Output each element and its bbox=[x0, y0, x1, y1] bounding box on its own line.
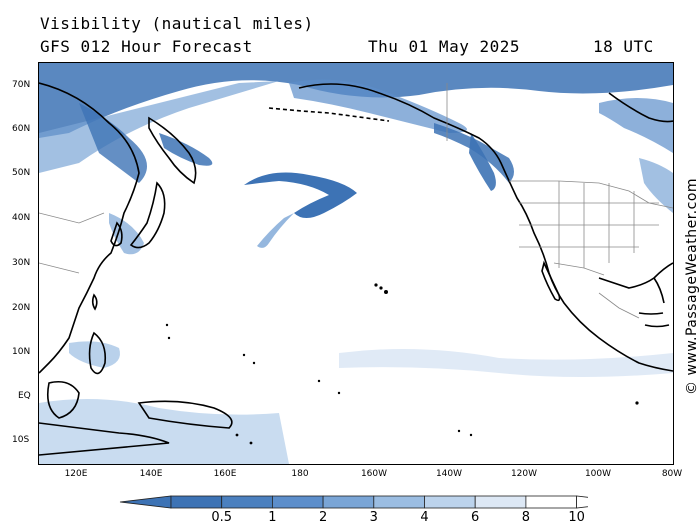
islands bbox=[165, 283, 639, 445]
lat-label: 10S bbox=[12, 435, 30, 445]
coastline-baja bbox=[541, 260, 561, 302]
coastline-hudson bbox=[608, 92, 673, 123]
legend-label: 1 bbox=[268, 510, 277, 525]
lat-label: 70N bbox=[12, 80, 31, 90]
coastline-asia bbox=[39, 82, 140, 374]
coastline-korea bbox=[110, 221, 123, 247]
lon-label: 140E bbox=[139, 469, 163, 479]
island-marshall bbox=[242, 353, 246, 357]
legend-arrow-high bbox=[576, 495, 588, 509]
lon-label: 160W bbox=[360, 469, 388, 479]
coastline-indonesia bbox=[39, 422, 170, 456]
forecast-time: 18 UTC bbox=[593, 37, 654, 56]
island-hawaii bbox=[384, 290, 388, 294]
visibility-area-great-lakes bbox=[639, 158, 673, 213]
island-hawaii bbox=[379, 286, 383, 290]
visibility-area-arctic bbox=[39, 63, 673, 138]
border-us-canada bbox=[509, 180, 673, 209]
legend-label: 6 bbox=[471, 510, 480, 525]
legend-color-cell bbox=[373, 495, 425, 509]
border-us-mexico bbox=[553, 262, 605, 276]
coastline-kamchatka bbox=[148, 116, 197, 185]
island-marshall bbox=[252, 361, 256, 365]
visibility-area-itcz bbox=[339, 349, 673, 377]
island-hawaii bbox=[374, 283, 378, 287]
border-china bbox=[39, 212, 105, 274]
legend-color-cell bbox=[221, 495, 273, 509]
visibility-area-storm-tail bbox=[257, 213, 294, 248]
coastline-caribbean bbox=[638, 312, 670, 328]
lon-label: 140W bbox=[435, 469, 463, 479]
visibility-area-east-canada bbox=[599, 98, 673, 153]
lon-label: 100W bbox=[584, 469, 612, 479]
legend-label: 4 bbox=[420, 510, 429, 525]
legend-color-cell bbox=[271, 495, 324, 509]
legend-color-cell bbox=[474, 495, 527, 509]
coastlines bbox=[39, 82, 673, 456]
political-borders bbox=[39, 83, 673, 319]
visibility-area-okhotsk bbox=[79, 103, 147, 183]
lon-label: 120W bbox=[510, 469, 538, 479]
lon-label: 160E bbox=[213, 469, 237, 479]
lat-label: 20N bbox=[12, 303, 31, 313]
coastline-alaska bbox=[298, 83, 673, 372]
island-marianas bbox=[165, 323, 169, 327]
lat-label: 40N bbox=[12, 213, 31, 223]
legend-color-cell bbox=[424, 495, 476, 509]
low-visibility-areas bbox=[39, 63, 673, 464]
island-solomon bbox=[235, 433, 239, 437]
visibility-area-bc-coast bbox=[469, 133, 496, 191]
border-mexico-states bbox=[598, 292, 640, 319]
island-kiribati bbox=[337, 391, 341, 395]
lat-label: EQ bbox=[18, 391, 31, 401]
lon-label: 120E bbox=[64, 469, 88, 479]
forecast-date: Thu 01 May 2025 bbox=[368, 37, 520, 56]
visibility-area-alaska-coast bbox=[434, 123, 514, 183]
visibility-area-arctic-fringe bbox=[39, 81, 279, 173]
lon-label: 80W bbox=[661, 469, 683, 479]
lat-label: 30N bbox=[12, 258, 31, 268]
coastline-japan bbox=[129, 181, 166, 249]
coastline-philippines bbox=[88, 331, 107, 375]
legend-label: 10 bbox=[568, 510, 585, 525]
forecast-label: GFS 012 Hour Forecast bbox=[40, 37, 253, 56]
map-title: Visibility (nautical miles) bbox=[40, 14, 314, 33]
coastline-gulf-mexico bbox=[598, 262, 673, 289]
legend-color-cell bbox=[525, 495, 577, 509]
visibility-area-bering bbox=[289, 79, 467, 133]
lat-label: 10N bbox=[12, 347, 31, 357]
coastline-borneo bbox=[46, 380, 80, 419]
coastline-taiwan bbox=[91, 293, 98, 311]
legend-label: 3 bbox=[369, 510, 378, 525]
map-area bbox=[38, 62, 674, 465]
lat-label: 60N bbox=[12, 124, 31, 134]
lon-label: 180 bbox=[291, 469, 309, 479]
visibility-area-philippines bbox=[69, 341, 120, 368]
island-polynesia bbox=[469, 433, 473, 437]
legend-label: 0.5 bbox=[211, 510, 233, 525]
legend-color-cell bbox=[170, 495, 223, 509]
visibility-map bbox=[39, 63, 673, 464]
border-us-states bbox=[519, 181, 659, 268]
credit-text: © www.PassageWeather.com bbox=[684, 177, 700, 395]
legend-color-cell bbox=[322, 495, 375, 509]
island-galapagos bbox=[635, 401, 639, 405]
visibility-area-storm-swirl bbox=[244, 172, 357, 218]
legend-label: 8 bbox=[521, 510, 531, 525]
coastline-aleutians bbox=[268, 107, 390, 122]
visibility-legend bbox=[119, 495, 588, 509]
legend-arrow-low bbox=[119, 495, 172, 509]
island-marianas bbox=[167, 336, 171, 340]
legend-label: 2 bbox=[318, 510, 328, 525]
island-polynesia bbox=[457, 429, 461, 433]
coastline-new-guinea bbox=[137, 400, 233, 429]
island-solomon bbox=[249, 441, 253, 445]
visibility-area-indonesia bbox=[39, 399, 289, 464]
lat-label: 50N bbox=[12, 168, 31, 178]
island-kiribati bbox=[317, 379, 321, 383]
coastline-florida bbox=[653, 277, 665, 304]
legend-colorbar bbox=[119, 495, 588, 509]
